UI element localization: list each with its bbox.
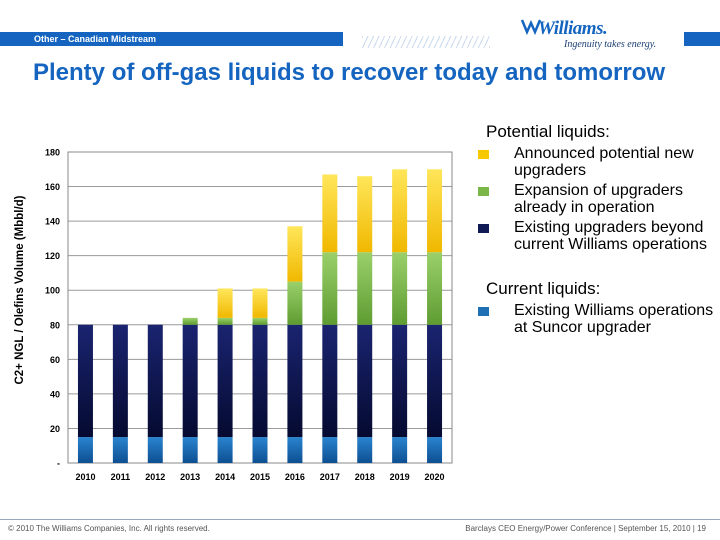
legend-item-announced: Announced potential new upgraders (474, 145, 720, 179)
x-tick-label: 2012 (145, 472, 165, 482)
section-label: Other – Canadian Midstream (34, 34, 157, 44)
x-tick-label: 2017 (320, 472, 340, 482)
potential-liquids-heading: Potential liquids: (486, 122, 610, 141)
bar-existing_beyond-2014 (217, 324, 233, 438)
bar-suncor-2018 (357, 437, 373, 463)
bar-expansion-2020 (427, 252, 443, 325)
bar-suncor-2019 (392, 437, 408, 463)
y-tick-label: 120 (45, 251, 60, 261)
y-tick-label: 60 (50, 355, 60, 365)
bar-expansion-2014 (217, 317, 233, 325)
y-tick-label: 20 (50, 424, 60, 434)
bar-announced-2020 (427, 169, 443, 253)
legend-label-announced: Announced potential new upgraders (514, 145, 694, 179)
x-tick-label: 2010 (75, 472, 95, 482)
legend-item-existing-beyond: Existing upgraders beyond current Willia… (474, 219, 720, 253)
legend-label-existing-beyond: Existing upgraders beyond current Willia… (514, 219, 707, 253)
bar-chart: - 20 40 60 80 100 120 140 160 180 2010 2011 2012 2013… (45, 148, 453, 482)
x-tick-label: 2020 (425, 472, 445, 482)
bar-existing_beyond-2020 (427, 324, 443, 438)
legend-label-suncor: Existing Williams operations at Suncor u… (514, 302, 714, 336)
y-tick-label: 80 (50, 320, 60, 330)
footer-copyright: © 2010 The Williams Companies, Inc. All … (8, 524, 210, 533)
bar-existing_beyond-2012 (147, 324, 163, 438)
bar-suncor-2016 (287, 437, 303, 463)
bar-existing_beyond-2018 (357, 324, 373, 438)
bar-suncor-2020 (427, 437, 443, 463)
svg-text:C2+ NGL / Olefins Volume (Mbbl: C2+ NGL / Olefins Volume (Mbbl/d) (14, 195, 26, 384)
y-axis-label: C2+ NGL / Olefins Volume (Mbbl/d) (14, 195, 26, 384)
y-tick-label: 40 (50, 389, 60, 399)
bar-existing_beyond-2013 (182, 324, 198, 438)
header-bar (0, 32, 343, 46)
bar-suncor-2012 (147, 437, 163, 463)
bar-existing_beyond-2019 (392, 324, 408, 438)
bar-suncor-2014 (217, 437, 233, 463)
logo-tagline: Ingenuity takes energy. (564, 39, 657, 50)
x-tick-label: 2015 (250, 472, 270, 482)
bar-suncor-2010 (77, 437, 93, 463)
bar-announced-2018 (357, 176, 373, 253)
y-tick-label: 180 (45, 148, 60, 158)
chart-legend: Potential liquids: Announced potential n… (474, 122, 720, 336)
bar-suncor-2011 (112, 437, 128, 463)
logo-mark-icon (520, 19, 542, 36)
footer-divider (0, 519, 720, 520)
y-tick-label: 160 (45, 182, 60, 192)
x-tick-label: 2013 (180, 472, 200, 482)
bar-announced-2015 (252, 288, 268, 318)
bar-suncor-2013 (182, 437, 198, 463)
bar-existing_beyond-2016 (287, 324, 303, 438)
bar-existing_beyond-2015 (252, 324, 268, 438)
x-tick-label: 2011 (111, 472, 131, 482)
legend-item-expansion: Expansion of upgraders already in operat… (474, 182, 720, 216)
williams-logo: Williams. Ingenuity takes energy. (520, 14, 680, 54)
x-tick-label: 2016 (285, 472, 305, 482)
bar-expansion-2017 (322, 252, 338, 325)
bar-expansion-2018 (357, 252, 373, 325)
legend-label-expansion: Expansion of upgraders already in operat… (514, 182, 683, 216)
y-tick-label: - (57, 459, 60, 469)
x-tick-label: 2014 (215, 472, 235, 482)
bar-announced-2016 (287, 226, 303, 282)
bar-existing_beyond-2010 (77, 324, 93, 438)
bar-announced-2014 (217, 288, 233, 318)
bar-expansion-2019 (392, 252, 408, 325)
y-tick-label: 100 (45, 286, 60, 296)
bar-announced-2017 (322, 174, 338, 253)
current-liquids-heading: Current liquids: (486, 279, 601, 298)
legend-swatch-expansion (478, 187, 489, 196)
legend-item-suncor: Existing Williams operations at Suncor u… (474, 302, 720, 336)
x-tick-label: 2019 (390, 472, 410, 482)
legend-swatch-suncor (478, 307, 489, 316)
header-hatch-decoration (362, 36, 490, 48)
x-tick-label: 2018 (355, 472, 375, 482)
footer-event: Barclays CEO Energy/Power Conference | S… (465, 524, 706, 533)
bar-expansion-2015 (252, 317, 268, 325)
bar-expansion-2016 (287, 281, 303, 325)
header-bar-right (684, 32, 720, 46)
bar-expansion-2013 (182, 317, 198, 325)
legend-swatch-announced (478, 150, 489, 159)
bar-existing_beyond-2017 (322, 324, 338, 438)
logo-wordmark: Williams. (538, 18, 608, 39)
bar-suncor-2015 (252, 437, 268, 463)
legend-swatch-existing-beyond (478, 224, 489, 233)
bar-suncor-2017 (322, 437, 338, 463)
bar-announced-2019 (392, 169, 408, 253)
page-title: Plenty of off-gas liquids to recover tod… (33, 59, 666, 86)
y-tick-label: 140 (45, 217, 60, 227)
bar-existing_beyond-2011 (112, 324, 128, 438)
